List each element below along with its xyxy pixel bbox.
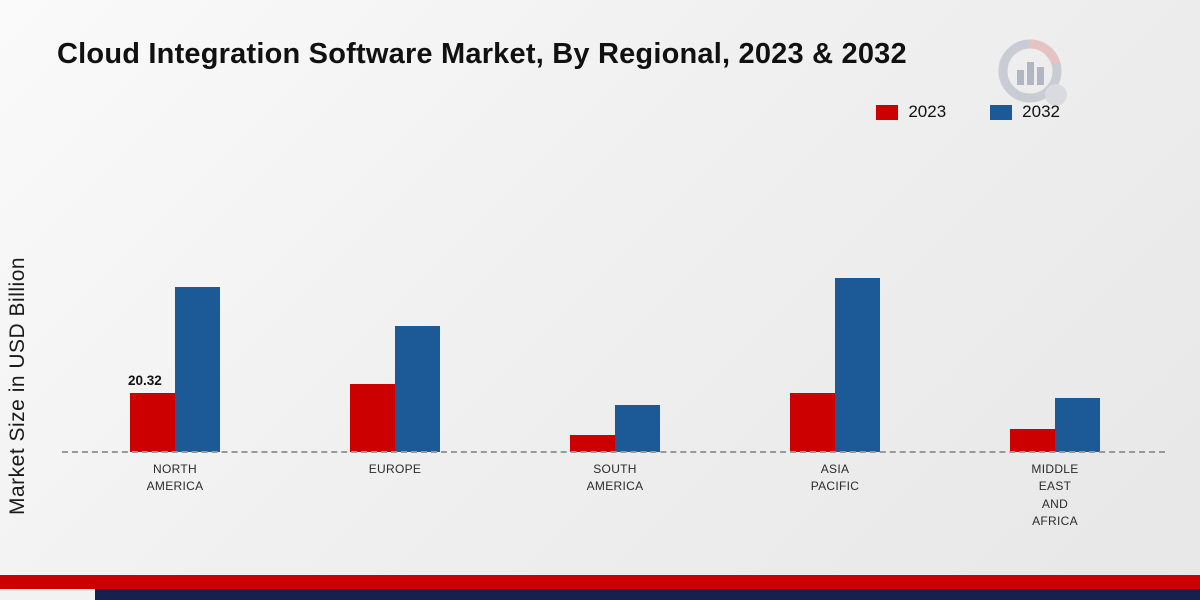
bar-2032-europe <box>395 325 440 452</box>
x-axis-baseline <box>62 451 1165 453</box>
category-labels: NORTH AMERICA EUROPE SOUTH AMERICA ASIA PACIFI… <box>65 461 1165 531</box>
brand-logo-icon <box>998 39 1067 106</box>
bar-2032-asia-pacific <box>835 278 880 452</box>
bar-group-asia-pacific <box>725 92 945 452</box>
bar-value-label: 20.32 <box>128 373 162 389</box>
bar-group-north-america: 20.32 <box>65 92 285 452</box>
bar-2023-middle-east-and-africa <box>1010 428 1055 452</box>
footer-stripe-red <box>0 575 1200 589</box>
legend-item-2032: 2032 <box>990 102 1060 122</box>
category-label-south-america: SOUTH AMERICA <box>586 462 644 494</box>
legend-label: 2023 <box>908 102 947 121</box>
y-axis-label: Market Size in USD Billion <box>6 256 29 515</box>
category-label-middle-east-and-africa: MIDDLE EAST AND AFRICA <box>1031 462 1079 529</box>
bar-2032-south-america <box>615 405 660 452</box>
brand-logo <box>990 33 1074 111</box>
bar-2023-asia-pacific <box>790 392 835 452</box>
bar-group-middle-east-and-africa <box>945 92 1165 452</box>
bar-2023-north-america: 20.32 <box>128 373 175 452</box>
legend-swatch-2023 <box>876 104 899 120</box>
category-label-north-america: NORTH AMERICA <box>146 462 204 494</box>
legend-item-2023: 2023 <box>876 102 946 122</box>
category-label-asia-pacific: ASIA PACIFIC <box>810 462 860 494</box>
bar-2032-middle-east-and-africa <box>1055 398 1100 452</box>
legend-swatch-2032 <box>990 104 1013 120</box>
bar-group-south-america <box>505 92 725 452</box>
footer-stripe-navy <box>95 589 1200 600</box>
page-title: Cloud Integration Software Market, By Re… <box>57 38 907 70</box>
bar-group-europe <box>285 92 505 452</box>
bar-2032-north-america <box>175 286 220 452</box>
plot-area: 20.32 <box>65 92 1165 452</box>
bar-2023-europe <box>350 383 395 452</box>
bar-2023-south-america <box>570 434 615 452</box>
legend-label: 2032 <box>1022 102 1060 121</box>
chart-legend: 2023 2032 <box>876 102 1060 122</box>
category-label-europe: EUROPE <box>368 462 422 476</box>
